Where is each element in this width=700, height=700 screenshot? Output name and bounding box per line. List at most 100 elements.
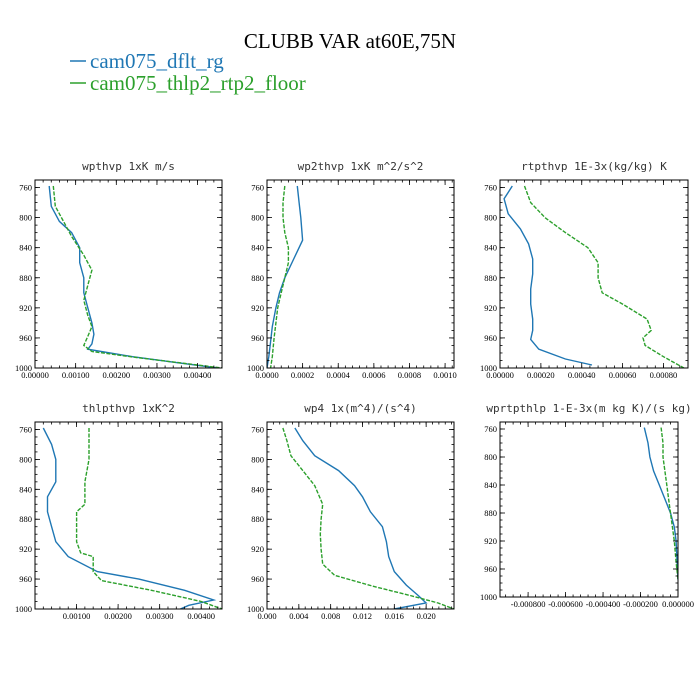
series-line-dflt: [42, 427, 217, 609]
series-line-floor: [660, 427, 678, 580]
panel-3: rtpthvp 1E-3x(kg/kg) K 760 800 840 880 920 960…: [480, 160, 689, 380]
y-tick-label: 880: [484, 273, 497, 283]
panel-title: wprtpthlp 1-E-3x(m kg K)/(s kg): [486, 402, 691, 415]
x-tick-label: 0.004: [289, 611, 309, 621]
panel-title: wpthvp 1xK m/s: [82, 160, 175, 173]
x-tick-label: 0.008: [321, 611, 340, 621]
y-tick-label: 760: [19, 183, 32, 193]
y-tick-label: 920: [484, 536, 497, 546]
x-tick-label: 0.000000: [662, 599, 694, 609]
x-tick-label: 0.00100: [62, 370, 90, 380]
x-tick-label: 0.0006: [362, 370, 385, 380]
panel-4: thlpthvp 1xK^2 760 800 840 880 920 960 1000 0.00…: [15, 402, 223, 621]
x-tick-label: 0.00000: [21, 370, 49, 380]
y-tick-label: 800: [19, 454, 32, 464]
x-tick-label: 0.0000: [255, 370, 278, 380]
x-tick-label: 0.00400: [184, 370, 212, 380]
x-tick-label: 0.00000: [486, 370, 514, 380]
y-tick-label: 760: [484, 424, 497, 434]
x-tick-label: 0.00100: [63, 611, 91, 621]
x-tick-label: 0.00080: [650, 370, 678, 380]
panel-6: wprtpthlp 1-E-3x(m kg K)/(s kg) 760 800 840…: [480, 402, 694, 609]
x-tick-label: 0.016: [385, 611, 404, 621]
y-tick-label: 840: [19, 243, 32, 253]
y-tick-label: 760: [484, 183, 497, 193]
y-tick-label: 1000: [15, 363, 32, 373]
y-tick-label: 920: [19, 544, 32, 554]
panel-frame: [34, 421, 223, 610]
series-line-floor: [523, 185, 685, 368]
x-tick-label: 0.020: [417, 611, 436, 621]
x-tick-label: 0.00300: [143, 370, 171, 380]
x-tick-label: 0.00300: [146, 611, 174, 621]
y-tick-label: 800: [251, 454, 264, 464]
panel-frame: [34, 179, 223, 369]
legend-label-dflt: cam075_dflt_rg: [90, 49, 224, 73]
panel-1: wpthvp 1xK m/s76080084088092096010000.00…: [15, 160, 223, 380]
panel-title: thlpthvp 1xK^2: [82, 402, 175, 415]
series-line-floor: [52, 185, 222, 368]
x-tick-label: -0.000200: [623, 599, 658, 609]
x-tick-label: 0.00400: [187, 611, 215, 621]
x-tick-label: -0.000400: [586, 599, 621, 609]
y-tick-label: 920: [251, 544, 264, 554]
y-tick-label: 800: [251, 213, 264, 223]
series-line-floor: [75, 428, 222, 609]
panel-frame: [266, 421, 455, 610]
y-tick-label: 840: [251, 484, 264, 494]
y-tick-label: 760: [251, 424, 264, 434]
panel-5: wp4 1x(m^4)/(s^4)76080084088092096010000…: [247, 402, 455, 621]
y-tick-label: 960: [251, 574, 264, 584]
y-tick-label: 960: [484, 333, 497, 343]
y-tick-label: 960: [251, 333, 264, 343]
series-line-dflt: [48, 185, 218, 368]
y-tick-label: 840: [19, 484, 32, 494]
y-tick-label: 880: [484, 508, 497, 518]
y-tick-label: 920: [484, 303, 497, 313]
series-line-dflt: [503, 185, 593, 366]
x-tick-label: -0.000600: [548, 599, 583, 609]
y-tick-label: 760: [251, 183, 264, 193]
y-tick-label: 1000: [247, 604, 264, 614]
panel-title: rtpthvp 1E-3x(kg/kg) K: [521, 160, 667, 173]
y-tick-label: 1000: [480, 592, 497, 602]
y-tick-label: 960: [19, 574, 32, 584]
x-tick-label: 0.0002: [291, 370, 314, 380]
y-tick-label: 840: [484, 480, 497, 490]
x-tick-label: 0.0008: [398, 370, 421, 380]
y-tick-label: 760: [19, 424, 32, 434]
panel-2: wp2thvp 1xK m^2/s^2 760 800 840 880 920 960 100…: [247, 160, 457, 380]
series-line-dflt: [294, 427, 428, 609]
panel-frame: [266, 179, 455, 369]
figure-title: CLUBB VAR at60E,75N: [244, 29, 456, 53]
y-tick-label: 920: [251, 303, 264, 313]
panel-frame: [499, 179, 689, 369]
y-tick-label: 880: [19, 514, 32, 524]
panel-title: wp4 1x(m^4)/(s^4): [304, 402, 417, 415]
y-tick-label: 880: [19, 273, 32, 283]
x-tick-label: 0.0004: [327, 370, 351, 380]
y-tick-label: 960: [19, 333, 32, 343]
y-tick-label: 880: [251, 514, 264, 524]
y-tick-label: 880: [251, 273, 264, 283]
y-tick-label: 1000: [15, 604, 32, 614]
x-tick-label: 0.000: [257, 611, 276, 621]
legend-label-floor: cam075_thlp2_rtp2_floor: [90, 71, 306, 95]
y-tick-label: 840: [484, 243, 497, 253]
y-tick-label: 920: [19, 303, 32, 313]
x-tick-label: 0.00040: [568, 370, 596, 380]
y-tick-label: 800: [19, 213, 32, 223]
y-tick-label: 960: [484, 564, 497, 574]
x-tick-label: 0.00200: [104, 611, 132, 621]
y-tick-label: 1000: [480, 363, 497, 373]
panel-title: wp2thvp 1xK m^2/s^2: [298, 160, 424, 173]
x-tick-label: 0.00200: [102, 370, 130, 380]
panel-frame: [499, 421, 679, 598]
x-tick-label: 0.00020: [527, 370, 555, 380]
y-tick-label: 800: [484, 452, 497, 462]
panels-grid: wpthvp 1xK m/s76080084088092096010000.00…: [15, 160, 694, 621]
x-tick-label: 0.0010: [433, 370, 456, 380]
y-tick-label: 1000: [247, 363, 264, 373]
figure-legend: cam075_dflt_rg cam075_thlp2_rtp2_floor: [70, 49, 306, 95]
